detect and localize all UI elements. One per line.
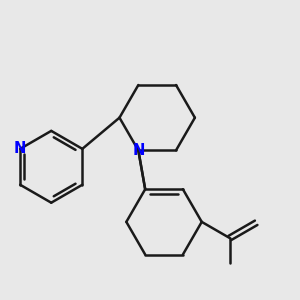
Text: N: N xyxy=(14,141,26,156)
Text: N: N xyxy=(132,143,145,158)
